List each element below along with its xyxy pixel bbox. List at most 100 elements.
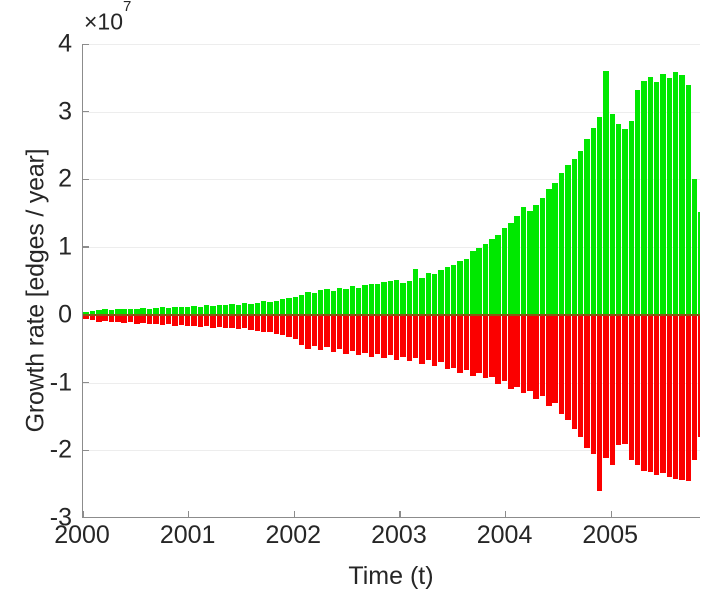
bar-negative <box>248 314 254 330</box>
bar-negative <box>590 314 596 455</box>
bar-negative <box>615 314 622 445</box>
bar-negative <box>355 314 362 356</box>
bar-negative <box>539 314 546 397</box>
bar-positive <box>590 127 596 315</box>
bar-negative <box>324 314 330 348</box>
gridline-horizontal <box>83 179 700 181</box>
gridline-horizontal <box>83 111 700 113</box>
bar-negative <box>552 314 558 403</box>
bar-negative <box>501 314 508 382</box>
bar-positive <box>222 305 229 315</box>
y-axis-tick <box>83 449 89 451</box>
bar-positive <box>381 282 387 315</box>
bar-positive <box>425 272 432 315</box>
zero-baseline <box>83 313 700 316</box>
bar-negative <box>432 314 438 367</box>
bar-negative <box>641 314 647 471</box>
bar-positive <box>641 80 647 315</box>
bar-positive <box>324 289 330 315</box>
bar-positive <box>254 302 260 315</box>
bar-positive <box>615 123 622 315</box>
bar-positive <box>596 117 603 315</box>
bar-negative <box>172 314 178 326</box>
bar-positive <box>539 198 546 315</box>
bar-negative <box>343 314 349 355</box>
bar-positive <box>394 279 400 315</box>
bar-negative <box>685 314 692 482</box>
x-axis-tick <box>504 511 507 517</box>
plot-area <box>82 44 700 518</box>
bar-negative <box>336 314 343 349</box>
bar-negative <box>647 314 653 472</box>
bar-positive <box>159 307 165 315</box>
bar-positive <box>184 307 191 315</box>
bar-negative <box>349 314 356 352</box>
bar-negative <box>698 314 700 437</box>
bar-positive <box>375 284 381 315</box>
bar-positive <box>96 310 102 315</box>
bar-negative <box>362 314 368 353</box>
gridline-horizontal <box>83 450 700 452</box>
bar-negative <box>387 314 394 356</box>
bar-positive <box>653 81 660 315</box>
bar-positive <box>235 304 241 315</box>
bar-negative <box>368 314 375 357</box>
bar-negative <box>241 314 248 329</box>
bar-negative <box>571 314 577 429</box>
bar-positive <box>292 297 299 315</box>
bar-positive <box>691 179 698 315</box>
gridline-horizontal <box>83 382 700 384</box>
bar-positive <box>343 289 349 315</box>
gridline-horizontal <box>83 44 700 45</box>
bar-positive <box>489 239 495 315</box>
bar-positive <box>355 287 362 315</box>
bar-positive <box>115 309 121 315</box>
bar-negative <box>178 314 184 325</box>
bar-positive <box>546 188 552 315</box>
bar-negative <box>470 314 476 376</box>
y-axis-tick <box>83 44 89 45</box>
y-axis-tick <box>83 381 89 384</box>
bar-negative <box>666 314 672 478</box>
bar-positive <box>533 205 539 315</box>
bar-positive <box>698 211 700 315</box>
bar-positive <box>260 301 267 315</box>
bar-negative <box>96 314 102 322</box>
bar-positive <box>634 90 641 315</box>
bar-positive <box>134 308 140 315</box>
bar-positive <box>660 73 666 315</box>
bar-negative <box>121 314 127 323</box>
bar-negative <box>603 314 609 459</box>
bar-negative <box>286 314 292 338</box>
bar-positive <box>165 308 172 315</box>
bar-positive <box>153 308 159 315</box>
bar-negative <box>222 314 229 329</box>
y-axis-exponent-power: 7 <box>123 0 132 16</box>
bar-positive <box>108 310 115 315</box>
bar-positive <box>571 159 577 315</box>
bar-negative <box>444 314 451 369</box>
bar-negative <box>457 314 463 374</box>
bar-negative <box>425 314 432 360</box>
bar-negative <box>679 314 685 481</box>
bar-positive <box>305 291 311 315</box>
bar-negative <box>482 314 489 379</box>
bar-negative <box>260 314 267 333</box>
x-axis-tick <box>399 511 401 517</box>
bar-positive <box>178 306 184 315</box>
bar-positive <box>83 312 89 315</box>
bar-positive <box>102 309 108 315</box>
bar-negative <box>89 314 96 321</box>
x-axis-tick <box>187 511 190 517</box>
bar-positive <box>311 292 318 315</box>
bar-positive <box>628 121 634 315</box>
bar-negative <box>622 314 628 444</box>
x-axis-tick <box>293 511 295 517</box>
bar-negative <box>273 314 280 334</box>
bar-negative <box>691 314 698 460</box>
bar-negative <box>330 314 337 353</box>
bar-negative <box>184 314 191 327</box>
bar-negative <box>203 314 210 327</box>
bar-negative <box>127 314 134 323</box>
bar-positive <box>298 294 305 315</box>
